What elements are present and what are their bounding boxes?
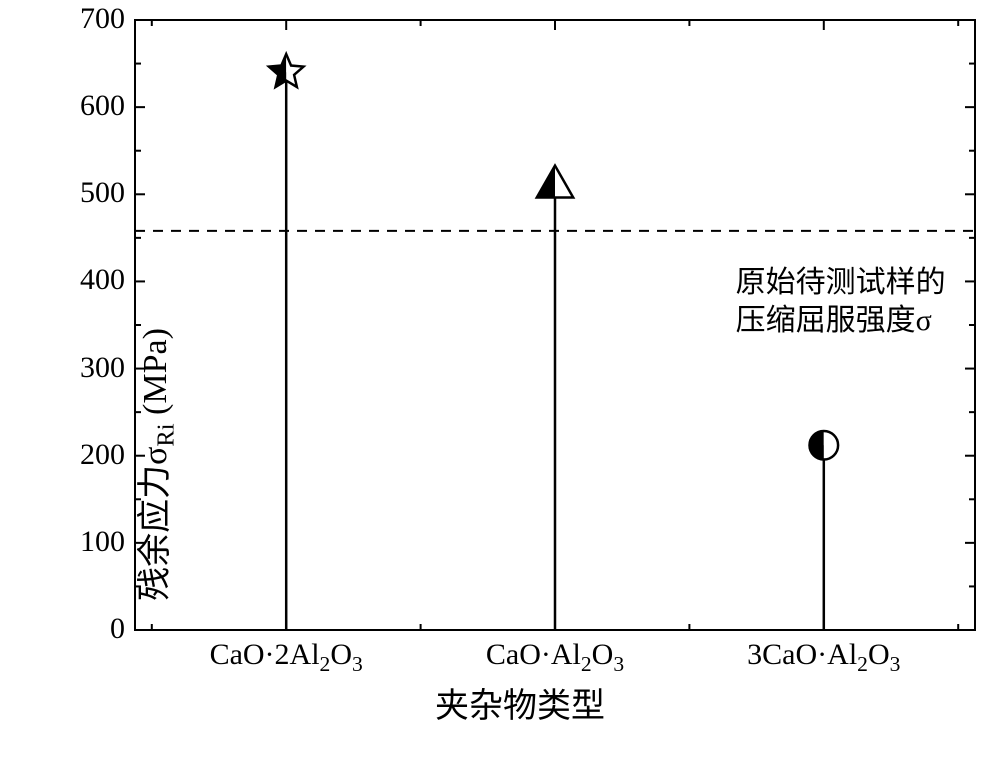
x-axis-label: 夹杂物类型 bbox=[435, 678, 605, 727]
y-tick-label: 0 bbox=[110, 612, 125, 646]
y-tick-label: 500 bbox=[80, 176, 125, 210]
y-tick-label: 700 bbox=[80, 2, 125, 36]
x-category-label: CaO·Al2O3 bbox=[455, 638, 655, 672]
chart-container: 残余应力σRi (MPa) 夹杂物类型 原始待测试样的压缩屈服强度σ 0 100 2… bbox=[0, 0, 1000, 765]
y-tick-label: 200 bbox=[80, 438, 125, 472]
annotation-line2: 压缩屈服强度σ bbox=[736, 302, 946, 340]
x-category-label: CaO·2Al2O3 bbox=[186, 638, 386, 672]
y-tick-label: 300 bbox=[80, 351, 125, 385]
annotation-text: 原始待测试样的压缩屈服强度σ bbox=[736, 264, 946, 339]
y-axis-label: 残余应力σRi (MPa) bbox=[127, 328, 176, 601]
y-label-text: 残余应力σRi (MPa) bbox=[137, 328, 174, 601]
data-marker bbox=[810, 431, 839, 460]
annotation-line1: 原始待测试样的 bbox=[736, 264, 946, 302]
y-tick-label: 400 bbox=[80, 263, 125, 297]
y-tick-label: 100 bbox=[80, 525, 125, 559]
y-tick-label: 600 bbox=[80, 89, 125, 123]
x-category-label: 3CaO·Al2O3 bbox=[724, 638, 924, 672]
